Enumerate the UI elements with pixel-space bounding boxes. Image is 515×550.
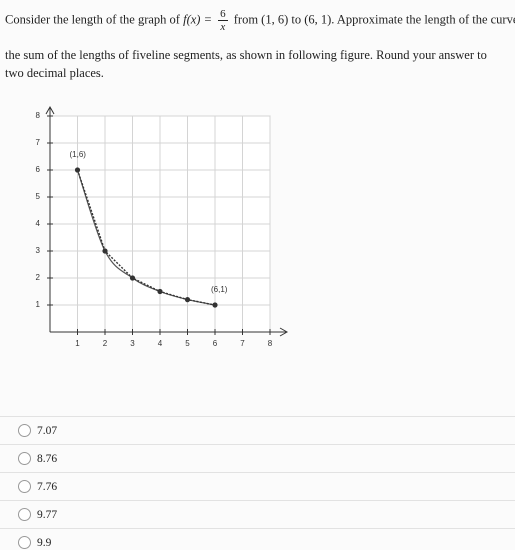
figure: 1 2 3 4 5 6 7 8 1 2 3 4 5 6 7 8 (1,6) (6,1)	[36, 105, 289, 348]
x-tick-label: 1	[75, 339, 80, 348]
numerator: 6	[218, 8, 228, 21]
point	[102, 248, 108, 254]
radio-button[interactable]	[18, 452, 31, 465]
option[interactable]: 7.76	[0, 472, 515, 500]
segments	[76, 169, 216, 306]
point-label: (6,1)	[211, 285, 228, 294]
formula: f(x) =	[183, 12, 212, 27]
option-label: 8.76	[37, 452, 58, 465]
question-prefix: Consider the length of the graph of	[5, 12, 180, 27]
point	[157, 288, 163, 295]
x-tick-label: 4	[158, 339, 163, 348]
x-tick-label: 7	[240, 339, 245, 348]
x-axis	[50, 327, 289, 337]
option-label: 7.07	[37, 424, 58, 437]
y-tick-label: 2	[36, 273, 41, 282]
option-label: 9.77	[37, 508, 58, 521]
y-tick-label: 6	[36, 165, 41, 174]
x-tick-label: 8	[268, 339, 273, 348]
point	[212, 302, 218, 308]
options: 7.07 8.76 7.76 9.77 9.9	[0, 416, 515, 550]
y-tick-label: 3	[36, 246, 41, 255]
question-suffix: from (1, 6) to (6, 1). Approximate the l…	[233, 12, 515, 27]
question-body: the sum of the lengths of fiveline segme…	[5, 48, 487, 80]
option[interactable]: 8.76	[0, 444, 515, 472]
y-tick-label: 4	[36, 219, 41, 228]
y-tick-label: 1	[36, 300, 41, 309]
option-label: 9.9	[37, 536, 52, 549]
x-tick-label: 6	[213, 339, 218, 348]
option[interactable]: 9.77	[0, 500, 515, 528]
y-tick-label: 8	[36, 111, 41, 120]
radio-button[interactable]	[18, 536, 31, 549]
point	[74, 167, 81, 173]
denominator: x	[220, 21, 226, 33]
question-line: Consider the length of the graph of f(x)…	[5, 8, 515, 33]
y-tick-label: 7	[36, 138, 41, 147]
radio-button[interactable]	[18, 508, 31, 521]
radio-button[interactable]	[18, 480, 31, 493]
y-tick-label: 5	[36, 192, 41, 201]
option-label: 7.76	[37, 480, 58, 493]
option[interactable]: 9.9	[0, 528, 515, 550]
x-tick-label: 5	[185, 339, 190, 348]
point	[129, 275, 136, 281]
x-tick-label: 2	[103, 339, 108, 348]
y-axis	[45, 105, 55, 332]
x-tick-label: 3	[130, 339, 135, 348]
point	[184, 297, 191, 303]
option[interactable]: 7.07	[0, 416, 515, 444]
radio-button[interactable]	[18, 424, 31, 437]
point-label: (1,6)	[70, 150, 87, 159]
